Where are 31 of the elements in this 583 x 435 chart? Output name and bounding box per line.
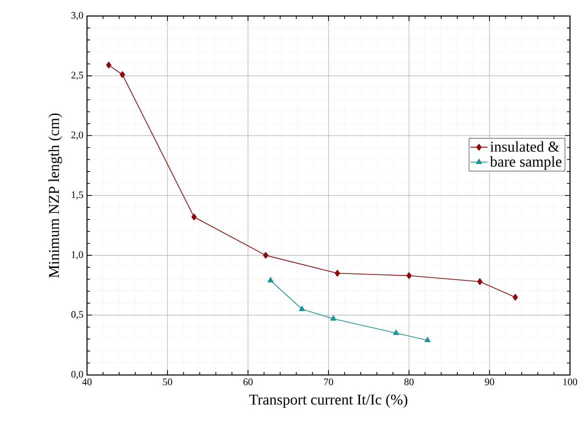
x-tick-label: 80 [404,378,414,386]
x-tick-label: 50 [163,378,172,386]
x-tick-label: 40 [82,378,92,386]
y-tick-label: 0,5 [71,311,84,320]
y-tick-label: 0,0 [71,370,84,380]
legend-label: bare sample [490,156,562,170]
y-tick-label: 1,5 [72,191,84,200]
x-tick-label: 60 [243,378,253,386]
point [298,306,305,312]
y-tick-label: 2,5 [71,72,84,80]
y-tick-label: 3,0 [71,12,84,20]
point [330,315,336,321]
point [393,330,400,336]
point [334,270,340,277]
point [406,272,412,280]
point [477,278,482,286]
x-tick-label: 90 [484,378,494,386]
point [263,252,268,259]
x-tick-label: 70 [324,378,334,386]
x-tick-label: 100 [563,378,578,386]
point [120,71,126,78]
point [512,294,518,301]
y-axis-title: Minimum NZP length (cm) [48,113,62,278]
point [191,214,197,220]
point [424,336,431,342]
point [268,277,274,282]
legend-label: insulated & [490,141,560,152]
y-tick-label: 1,0 [72,251,84,260]
y-tick-label: 2,0 [71,132,84,140]
point [106,62,112,68]
x-axis-title: Transport current It/Ic (%) [249,394,408,408]
